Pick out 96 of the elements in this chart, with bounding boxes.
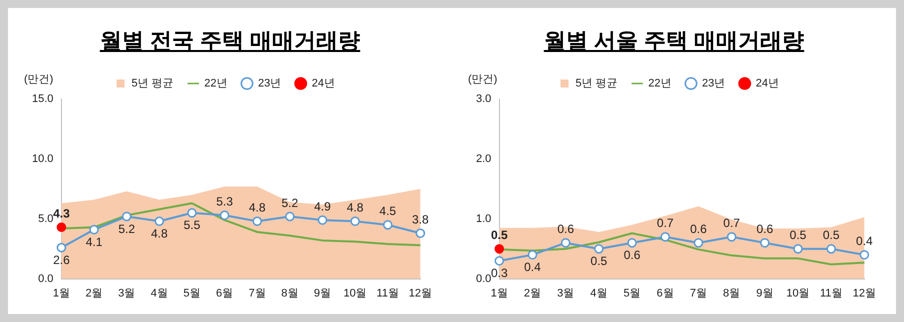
y-tick-label: 15.0: [32, 93, 54, 106]
data-label: 4.5: [379, 204, 396, 218]
chart-title: 월별 서울 주택 매매거래량: [544, 27, 804, 55]
y-tick-label: 2.0: [476, 152, 492, 165]
x-tick-label: 12월: [408, 287, 432, 300]
point: [726, 232, 736, 242]
x-tick-label: 5월: [183, 287, 201, 300]
point: [252, 216, 262, 226]
y-tick-label: 1.0: [476, 212, 492, 225]
point: [285, 212, 295, 222]
x-tick-label: 6월: [656, 287, 674, 300]
y-tick-label: 5.0: [38, 212, 54, 225]
x-tick-label: 10월: [343, 287, 367, 300]
data-label: 0.6: [690, 222, 708, 236]
point: [220, 210, 230, 220]
x-tick-label: 10월: [786, 287, 810, 300]
x-tick-label: 7월: [248, 287, 266, 300]
point: [494, 256, 504, 266]
legend-label: 24년: [756, 78, 779, 90]
legend-label: 23년: [702, 78, 726, 90]
data-label: 5.2: [282, 196, 299, 210]
point: [350, 216, 360, 226]
data-label: 0.4: [524, 260, 542, 274]
data-label: 4.8: [346, 200, 364, 215]
data-label: 0.5: [590, 254, 608, 268]
point: [860, 250, 870, 260]
point: [122, 212, 132, 222]
point: [187, 208, 197, 218]
point: [660, 232, 670, 242]
data-label: 5.2: [118, 222, 136, 236]
data-label: 2.6: [53, 252, 70, 267]
x-tick-label: 2월: [524, 287, 542, 300]
x-tick-label: 4월: [590, 287, 608, 300]
data-label: 0.5: [490, 228, 508, 242]
legend-label: 23년: [258, 78, 282, 90]
y-tick-label: 0.0: [476, 272, 492, 285]
data-label: 0.4: [856, 234, 874, 248]
x-tick-label: 1월: [490, 287, 508, 300]
data-label: 4.8: [150, 226, 168, 241]
point: [528, 250, 538, 260]
data-label: 5.5: [184, 218, 201, 232]
legend-label: 5년 평균: [132, 78, 174, 90]
x-tick-label: 2월: [85, 287, 103, 300]
x-tick-label: 8월: [723, 287, 740, 300]
data-label: 0.7: [723, 216, 740, 230]
point: [560, 238, 570, 248]
data-label: 4.9: [314, 199, 332, 214]
legend-label: 22년: [204, 78, 228, 90]
data-label: 4.8: [248, 200, 266, 215]
data-label: 3.8: [412, 212, 430, 227]
point: [793, 244, 803, 254]
x-tick-label: 6월: [216, 287, 234, 300]
data-label: 0.6: [756, 222, 774, 236]
data-label: 0.3: [490, 266, 508, 280]
chart-title: 월별 전국 주택 매매거래량: [100, 27, 360, 55]
y-tick-label: 10.0: [32, 152, 54, 165]
point: [760, 238, 770, 248]
point: [318, 215, 328, 225]
x-tick-label: 9월: [756, 287, 774, 300]
point: [416, 228, 426, 238]
data-label: 4.1: [86, 234, 103, 249]
point: [56, 242, 66, 252]
legend-label: 22년: [648, 78, 672, 90]
x-tick-label: 12월: [852, 287, 876, 300]
data-label: 0.7: [656, 216, 674, 230]
point: [494, 244, 504, 254]
data-label: 0.6: [557, 222, 574, 236]
point: [383, 220, 392, 230]
data-label: 4.3: [53, 206, 70, 221]
x-tick-label: 3월: [118, 287, 136, 300]
point: [89, 224, 99, 234]
y-axis-title: (만건): [468, 74, 498, 86]
y-axis-title: (만건): [24, 74, 54, 86]
point: [826, 244, 836, 254]
point: [594, 244, 604, 254]
x-tick-label: 1월: [52, 287, 70, 300]
x-tick-label: 3월: [557, 287, 574, 300]
legend-label: 24년: [312, 78, 335, 90]
point: [154, 216, 164, 226]
data-label: 0.5: [822, 228, 840, 242]
data-label: 0.5: [790, 228, 807, 242]
x-tick-label: 8월: [281, 287, 298, 300]
data-label: 5.3: [216, 194, 234, 209]
x-tick-label: 4월: [150, 287, 168, 300]
point: [694, 238, 704, 248]
legend-label: 5년 평균: [576, 78, 618, 90]
x-tick-label: 7월: [690, 287, 707, 300]
x-tick-label: 11월: [820, 287, 842, 300]
point: [627, 238, 637, 248]
x-tick-label: 5월: [623, 287, 641, 300]
x-tick-label: 11월: [376, 287, 399, 300]
y-tick-label: 3.0: [476, 93, 492, 106]
y-tick-label: 0.0: [38, 272, 54, 285]
x-tick-label: 9월: [314, 287, 332, 300]
point: [56, 222, 66, 232]
data-label: 0.6: [624, 248, 641, 262]
